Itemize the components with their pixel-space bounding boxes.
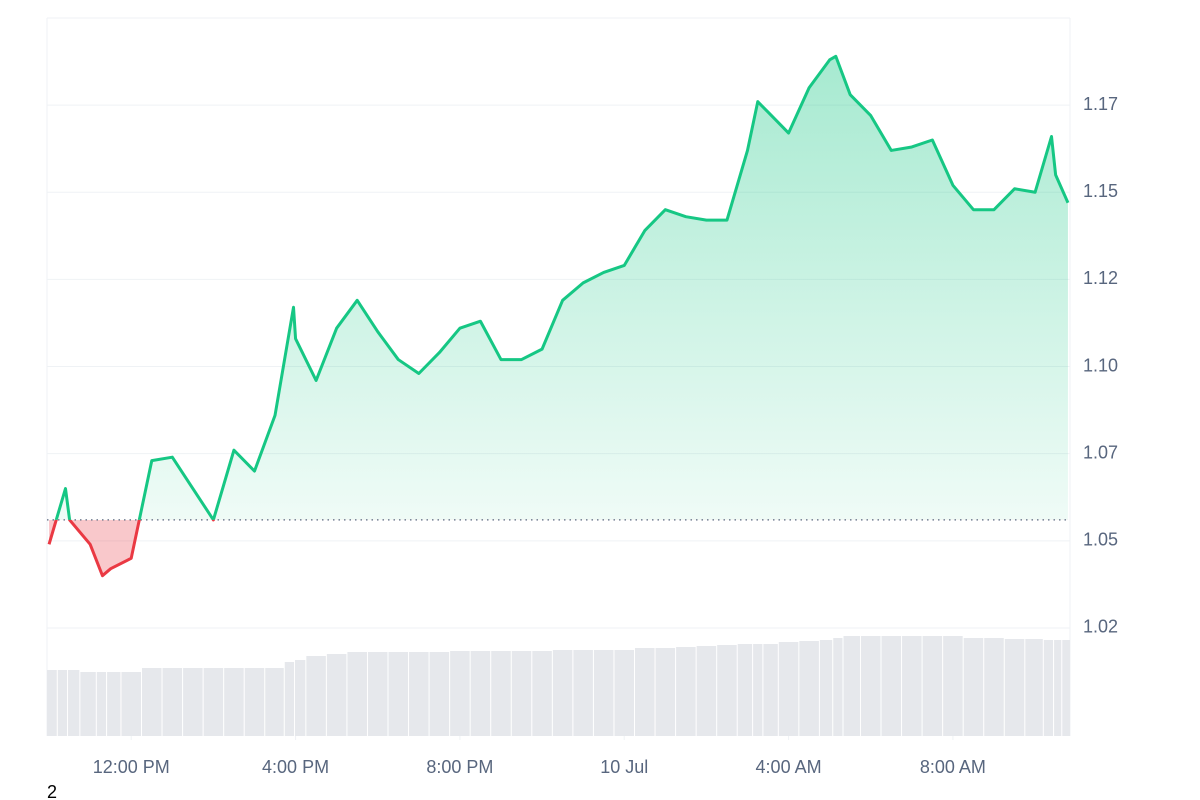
volume-bar [183, 668, 203, 736]
volume-bar [655, 648, 676, 736]
x-tick-label: 12:00 PM [93, 757, 170, 777]
volume-bar [265, 668, 284, 736]
volume-bar [429, 652, 450, 736]
volume-bar [676, 647, 696, 736]
volume-bar [68, 670, 80, 736]
volume-bar [843, 636, 860, 736]
volume-bar [1004, 639, 1025, 736]
volume-bar [614, 650, 635, 736]
volume-bar [409, 652, 429, 736]
volume-bar [778, 642, 799, 736]
volume-bar [224, 668, 244, 736]
volume-bar [450, 651, 470, 736]
volume-bar [860, 636, 881, 736]
volume-bar [295, 660, 306, 736]
y-tick-label: 1.05 [1083, 530, 1118, 550]
volume-bar [96, 672, 107, 736]
volume-bar [963, 638, 984, 736]
x-tick-label: 4:00 AM [756, 757, 822, 777]
y-tick-label: 1.15 [1083, 181, 1118, 201]
volume-bar [1043, 640, 1054, 736]
volume-bar [922, 636, 943, 736]
volume-bar [326, 654, 347, 736]
volume-bar [696, 646, 717, 736]
x-tick-label: 8:00 AM [920, 757, 986, 777]
volume-bar [121, 672, 141, 736]
area-up [56, 56, 1068, 520]
volume-bar [635, 648, 655, 736]
x-tick-label: 4:00 PM [262, 757, 329, 777]
volume-bar [943, 636, 963, 736]
volume-bar [881, 636, 902, 736]
price-line-up [54, 54, 1070, 520]
volume-bar [1062, 640, 1070, 736]
volume-bar [573, 650, 593, 736]
volume-bar [244, 668, 265, 736]
volume-bar [491, 651, 511, 736]
volume-bar [833, 638, 843, 736]
volume-bar [819, 640, 833, 736]
y-tick-label: 1.10 [1083, 355, 1118, 375]
volume-bar [57, 670, 68, 736]
volume-bar [532, 651, 552, 736]
volume-bar [737, 644, 753, 736]
volume-bar [1054, 640, 1062, 736]
y-tick-label: 1.02 [1083, 617, 1118, 637]
volume-bar [162, 668, 183, 736]
caption: 2 [47, 782, 57, 800]
volume-bar [47, 670, 57, 736]
volume-bar [902, 636, 922, 736]
volume-bar [80, 672, 96, 736]
volume-bar [717, 645, 737, 736]
y-tick-label: 1.07 [1083, 442, 1118, 462]
volume-bar [593, 650, 614, 736]
volume-bar [552, 650, 573, 736]
volume-bar [984, 638, 1004, 736]
volume-bar [470, 651, 491, 736]
volume-bar [763, 644, 778, 736]
volume-bar [203, 668, 224, 736]
volume-bar [367, 652, 388, 736]
volume-bar [306, 656, 326, 736]
volume-bar [799, 641, 819, 736]
y-tick-label: 1.17 [1083, 94, 1118, 114]
volume-bar [753, 644, 763, 736]
volume-bar [1025, 639, 1043, 736]
volume-bar [284, 662, 295, 736]
volume-bar [511, 651, 532, 736]
x-tick-label: 8:00 PM [426, 757, 493, 777]
volume-bar [388, 652, 409, 736]
volume-bar [141, 668, 162, 736]
y-tick-label: 1.12 [1083, 268, 1118, 288]
volume-bar [347, 652, 367, 736]
volume-bar [107, 672, 121, 736]
x-tick-label: 10 Jul [600, 757, 648, 777]
